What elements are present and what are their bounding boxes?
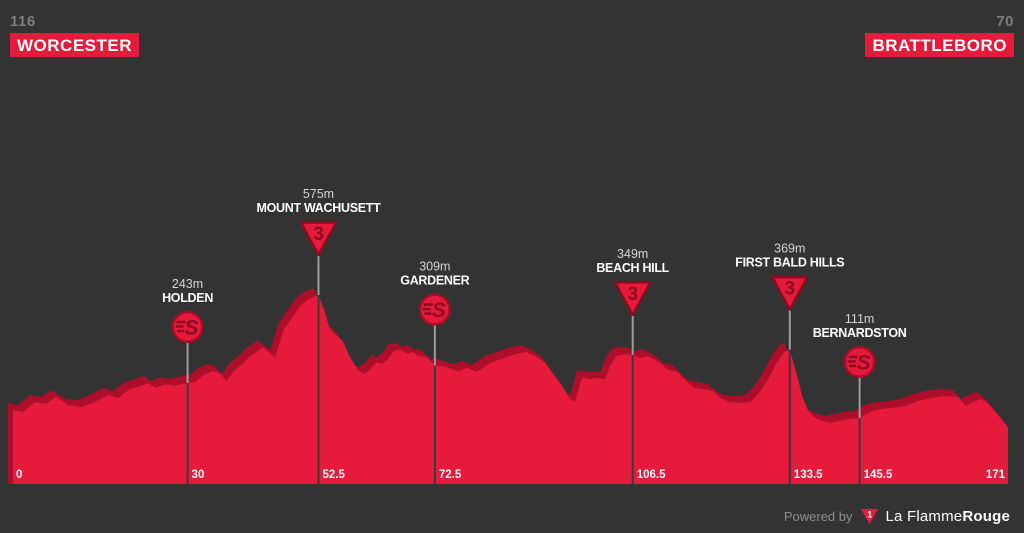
marker-name-label: MOUNT WACHUSETT [256,201,381,215]
brand-bold: Rouge [962,507,1010,525]
profile-area [13,295,1008,484]
brand-regular: La Flamme [885,507,963,525]
start-city-badge: WORCESTER [10,33,139,57]
axis-distance-label: 30 [192,469,205,481]
marker-elevation-label: 575m [303,187,334,201]
svg-text:3: 3 [313,224,324,245]
category-3-climb-icon: 3 [299,221,338,257]
marker-elevation-label: 243m [172,277,203,291]
marker-elevation-label: 369m [774,242,805,256]
start-city-label: WORCESTER [17,36,132,55]
marker-elevation-label: 111m [845,312,874,326]
axis-distance-label: 0 [16,469,22,481]
logo-glyph: 1 [867,509,872,519]
finish-header: 70 BRATTLEBORO [865,14,1014,57]
axis-distance-label: 52.5 [322,469,345,481]
la-flamme-rouge-logo-icon: 1 [860,508,878,524]
brand-label: La FlammeRouge [886,508,1011,525]
axis-distance-label: 133.5 [794,469,823,481]
sprint-icon: S [843,345,876,378]
category-3-climb-icon: 3 [771,275,809,311]
svg-text:S: S [857,351,871,374]
marker-name-label: BERNARDSTON [813,326,907,340]
svg-text:3: 3 [627,284,638,305]
svg-text:3: 3 [785,279,796,300]
axis-distance-label: 106.5 [637,469,666,481]
finish-distance: 70 [996,13,1014,30]
marker-name-label: FIRST BALD HILLS [735,256,844,270]
marker-elevation-label: 349m [617,247,648,261]
category-3-climb-icon: 3 [613,281,652,317]
sprint-icon: S [171,311,204,344]
sprint-icon: S [418,293,451,326]
axis-distance-label: 72.5 [439,469,462,481]
footer: Powered by 1 La FlammeRouge [784,505,1010,527]
finish-city-label: BRATTLEBORO [872,36,1007,55]
start-header: 116 WORCESTER [10,14,139,57]
axis-distance-label: 145.5 [864,469,893,481]
marker-name-label: HOLDEN [162,291,213,305]
marker-elevation-label: 309m [419,260,450,274]
powered-by-label: Powered by [783,508,853,524]
axis-distance-label: 171 [986,469,1006,481]
marker-name-label: BEACH HILL [596,261,669,275]
start-distance: 116 [10,13,36,30]
svg-text:S: S [432,299,446,322]
finish-city-badge: BRATTLEBORO [865,33,1014,57]
marker-name-label: GARDENER [400,274,469,288]
svg-text:S: S [185,317,199,340]
